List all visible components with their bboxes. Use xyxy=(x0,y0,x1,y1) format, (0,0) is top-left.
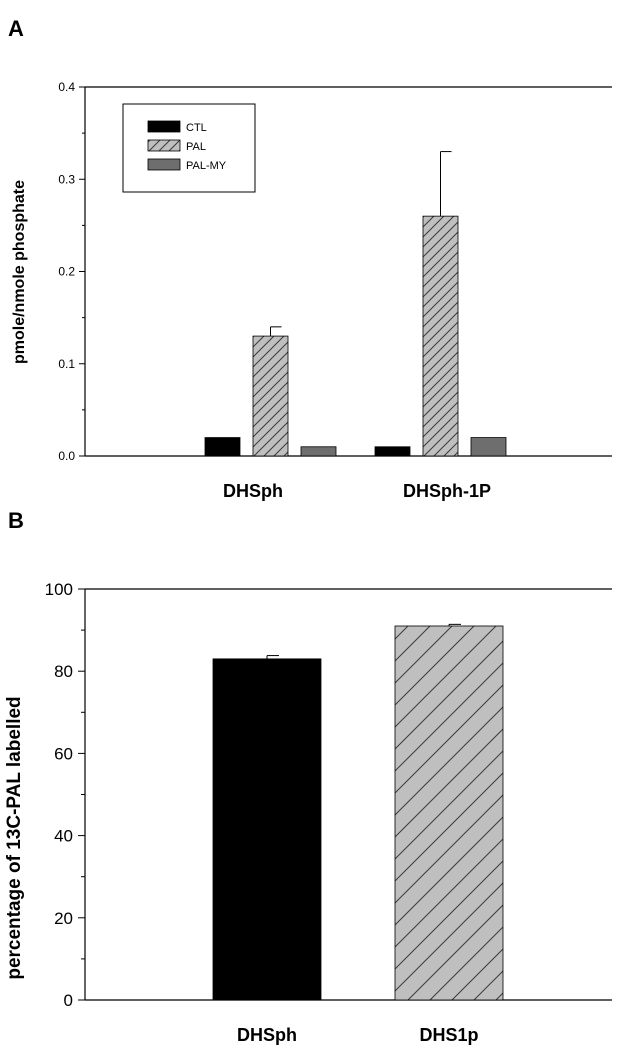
panel-a-y-ticks: 0.0 0.1 0.2 0.3 0.4 xyxy=(58,80,85,463)
panel-a-letter: A xyxy=(8,16,24,41)
legend-swatch-ctl xyxy=(147,120,181,133)
panel-a-y-tick-label: 0.2 xyxy=(58,265,75,279)
bar-a-pal-dhsph-1p xyxy=(422,215,459,457)
panel-b-y-tick-label: 100 xyxy=(45,580,73,599)
legend-frame xyxy=(122,103,256,193)
panel-b-y-tick-label: 80 xyxy=(54,662,73,681)
panel-b-bars xyxy=(212,623,504,1001)
bar-a-pal-my-dhsph xyxy=(300,446,337,457)
panel-a-category-label: DHSph xyxy=(223,481,283,501)
panel-a-bars xyxy=(204,151,507,457)
panel-a-y-tick-label: 0.1 xyxy=(58,357,75,371)
legend-label-pal-my: PAL-MY xyxy=(186,160,227,172)
panel-b-ylabel: percentage of 13C-PAL labelled xyxy=(4,696,25,979)
bar-b-dhs1p xyxy=(394,625,504,1001)
bar-a-ctl-dhsph-1p xyxy=(374,446,411,457)
panel-b-category-label: DHSph xyxy=(237,1025,297,1045)
panel-b-letter: B xyxy=(8,508,24,533)
panel-a-ylabel: pmole/nmole phosphate xyxy=(11,180,28,364)
panel-a-category-label: DHSph-1P xyxy=(403,481,491,501)
panel-a-y-tick-label: 0.3 xyxy=(58,172,75,186)
legend-swatch-pal xyxy=(147,139,181,152)
panel-b-y-tick-label: 20 xyxy=(54,909,73,928)
panel-b-axes xyxy=(84,588,612,1001)
bar-b-dhsph xyxy=(212,658,322,1001)
panel-a-categories: DHSph DHSph-1P xyxy=(223,481,491,501)
panel-a-y-tick-label: 0.0 xyxy=(58,449,75,463)
panel-b-y-tick-label: 60 xyxy=(54,744,73,763)
legend-label-ctl: CTL xyxy=(186,122,207,134)
legend-label-pal: PAL xyxy=(186,141,206,153)
panel-b-category-label: DHS1p xyxy=(419,1025,478,1045)
panel-b-categories: DHSph DHS1p xyxy=(237,1025,479,1045)
bar-a-ctl-dhsph xyxy=(204,437,241,457)
bar-a-pal-dhsph xyxy=(252,335,289,457)
panel-b-y-tick-label: 40 xyxy=(54,827,73,846)
panel-a-y-tick-label: 0.4 xyxy=(58,80,75,94)
panel-b-y-ticks: 0 20 40 60 80 100 xyxy=(45,580,85,1010)
panel-b-y-tick-label: 0 xyxy=(64,991,73,1010)
legend-swatch-pal-my xyxy=(147,158,181,171)
bar-a-pal-my-dhsph-1p xyxy=(470,437,507,457)
panel-a-legend: CTL PAL PAL-MY xyxy=(122,103,256,193)
